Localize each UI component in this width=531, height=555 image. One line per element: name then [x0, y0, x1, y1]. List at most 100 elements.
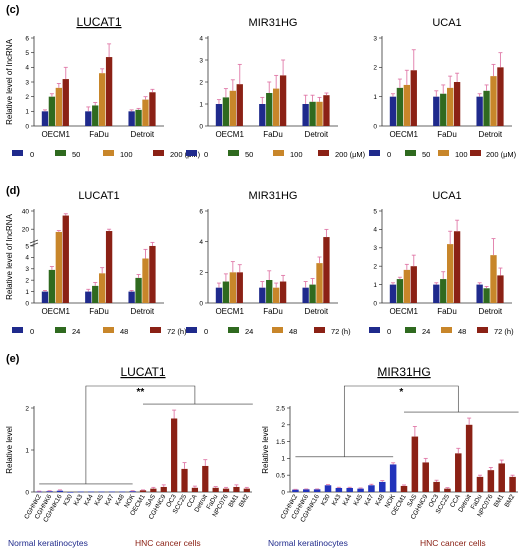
bar-5-2-3	[497, 275, 504, 303]
bar-5-0-3	[410, 266, 417, 303]
y-tick-label-2-3: 3	[373, 35, 377, 42]
e-category-label-1-4: K43	[331, 493, 343, 507]
bar-0-2-3	[149, 92, 156, 126]
category-label-4-0: OECM1	[215, 307, 244, 316]
e-bar-1-2	[313, 489, 321, 492]
legend-swatch-d2-1	[228, 327, 239, 333]
legend-swatch-d-0	[12, 327, 23, 333]
bar-2-0-1	[396, 87, 404, 126]
e-category-label-0-20: BM2	[238, 493, 251, 508]
y-tick-label-5-1: 1	[373, 282, 377, 289]
chart-title-1: MIR31HG	[249, 17, 298, 29]
y-tick-label-3-0: 0	[25, 300, 29, 307]
y-tick-label-5-2: 2	[373, 264, 377, 271]
e-bar-1-6	[357, 488, 364, 492]
e-y-tick-label-1-2: 1	[281, 456, 285, 463]
e-category-label-1-3: K30	[320, 493, 332, 507]
legend-label-c3-3: 200 (μM)	[486, 150, 517, 159]
chart-title-0: LUCAT1	[76, 15, 121, 29]
bar-1-0-0	[215, 104, 223, 126]
e-bar-1-13	[433, 481, 440, 492]
y-tick-label-3-6: 20	[22, 227, 30, 234]
e-y-tick-label-1-0: 0	[281, 489, 285, 496]
e-bar-0-4	[77, 491, 84, 493]
bar-1-1-2	[273, 88, 280, 126]
y-tick-label-2-0: 0	[373, 123, 377, 130]
bar-3-0-1	[48, 269, 56, 303]
e-bar-1-0	[292, 489, 299, 492]
bar-4-1-2	[273, 287, 280, 303]
legend-label-c3-2: 100	[455, 150, 468, 159]
legend-swatch-d2-3	[314, 327, 325, 333]
bar-4-2-2	[316, 263, 323, 303]
legend-swatch-c2-0	[186, 150, 197, 156]
e-chart-title-1: MIR31HG	[377, 365, 430, 379]
bar-4-2-0	[302, 287, 309, 303]
e-bar-0-1	[46, 491, 53, 492]
bar-4-0-3	[236, 272, 243, 303]
bar-2-0-2	[403, 84, 410, 126]
y-tick-label-3-1: 1	[25, 289, 29, 296]
legend-label-c2-2: 100	[290, 150, 303, 159]
category-label-0-2: Detroit	[131, 130, 155, 139]
e-bar-1-19	[498, 463, 505, 492]
e-category-label-0-5: K44	[83, 493, 95, 507]
legend-swatch-c3-3	[470, 150, 481, 156]
bar-0-1-0	[85, 111, 92, 126]
e-bar-0-0	[36, 491, 43, 493]
y-tick-label-2-1: 1	[373, 94, 377, 101]
e-bar-1-14	[444, 488, 451, 492]
panel-c-legend-repeat-2: 0 50 100 200 (μM)	[369, 150, 517, 159]
e-category-label-1-5: K44	[342, 493, 354, 507]
legend-swatch-c2-1	[228, 150, 239, 156]
hnc-cancer-cells-label: HNC cancer cells	[135, 538, 201, 548]
e-y-tick-label-1-1: 0.5	[276, 473, 285, 480]
bar-4-0-0	[215, 287, 223, 303]
legend-label-d-0: 0	[30, 327, 34, 336]
y-tick-label-1-0: 0	[199, 123, 203, 130]
bar-2-2-2	[490, 76, 497, 126]
e-bar-0-12	[160, 486, 167, 492]
e-bar-1-11	[411, 436, 419, 492]
legend-swatch-d3-1	[405, 327, 416, 333]
e-y-tick-label-1-5: 2.5	[276, 405, 285, 412]
e-y-tick-label-0-0: 0	[25, 489, 29, 496]
legend-label-d3-0: 0	[387, 327, 391, 336]
category-label-5-2: Detroit	[479, 307, 503, 316]
bar-1-0-1	[222, 97, 230, 126]
y-tick-label-4-1: 2	[199, 270, 203, 277]
bar-3-2-0	[128, 291, 135, 303]
y-tick-label-4-3: 6	[199, 208, 203, 215]
legend-label-d-2: 48	[120, 327, 128, 336]
e-bar-0-18	[222, 488, 230, 492]
bar-3-2-3	[149, 245, 156, 303]
y-tick-label-5-0: 0	[373, 300, 377, 307]
bar-0-1-3	[105, 57, 113, 126]
bar-1-1-3	[279, 75, 287, 126]
bar-5-1-0	[433, 284, 440, 303]
bar-1-2-0	[302, 104, 309, 126]
bar-5-2-2	[490, 255, 497, 303]
panel-c-label: (c)	[6, 4, 20, 16]
y-tick-label-0-6: 6	[25, 35, 29, 42]
e-bar-0-19	[233, 486, 240, 492]
bar-2-1-0	[433, 96, 440, 126]
y-tick-label-3-2: 2	[25, 277, 29, 284]
bar-5-0-0	[389, 284, 397, 303]
bar-1-2-1	[309, 101, 316, 126]
bar-0-0-1	[48, 96, 56, 126]
legend-label-c-2: 100	[120, 150, 133, 159]
legend-swatch-d2-2	[272, 327, 283, 333]
legend-swatch-c-2	[103, 150, 114, 156]
y-tick-label-4-0: 0	[199, 300, 203, 307]
y-axis-title-3: Relative level of lncRNA	[5, 213, 14, 299]
y-tick-label-3-7: 40	[22, 208, 30, 215]
legend-swatch-d-1	[55, 327, 66, 333]
e-y-axis-title-1: Relative level	[261, 426, 270, 474]
legend-swatch-c2-3	[318, 150, 329, 156]
legend-label-c3-1: 50	[422, 150, 430, 159]
category-label-0-0: OECM1	[41, 130, 70, 139]
legend-swatch-d3-0	[369, 327, 380, 333]
y-tick-label-0-4: 4	[25, 65, 29, 72]
